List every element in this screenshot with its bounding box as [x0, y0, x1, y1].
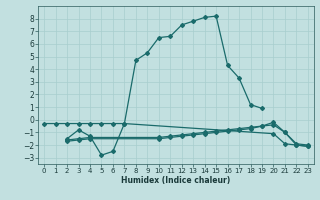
X-axis label: Humidex (Indice chaleur): Humidex (Indice chaleur): [121, 176, 231, 185]
